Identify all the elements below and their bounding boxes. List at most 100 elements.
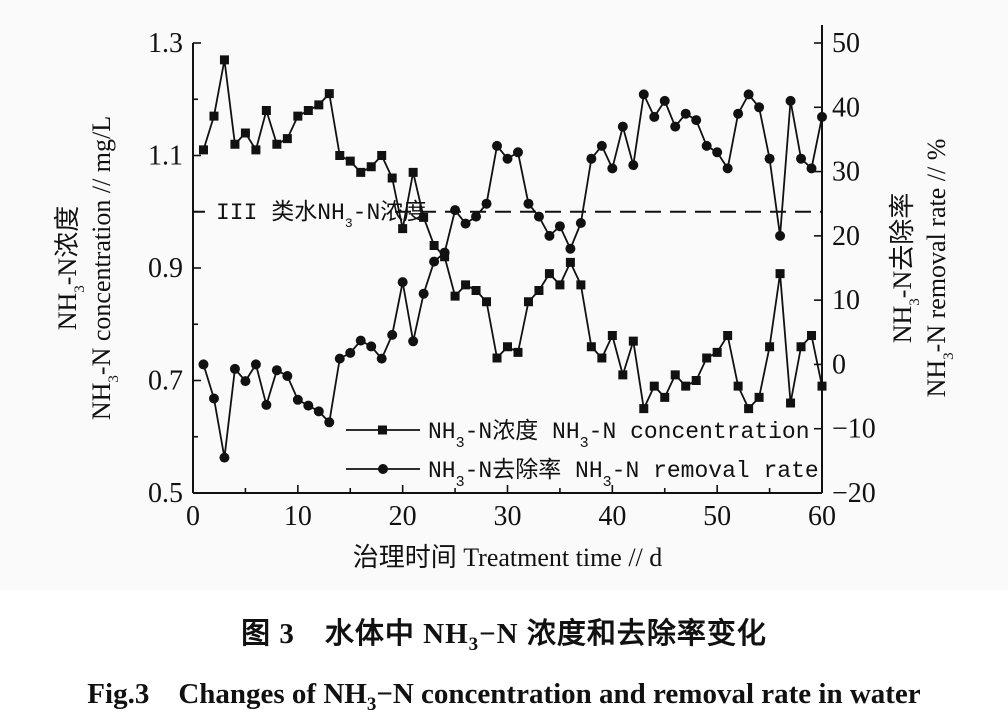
removal-rate-point (418, 288, 429, 299)
concentration-point (198, 145, 208, 155)
concentration-point (356, 167, 366, 177)
removal-rate-point (775, 230, 786, 241)
removal-rate-point (764, 153, 775, 164)
removal-rate-point (229, 363, 240, 374)
figure-caption-zh: 图 3 水体中 NH3−N 浓度和去除率变化 (241, 618, 767, 655)
chart-svg: 0 10 20 30 40 50 60 0.5 0.7 0.9 1.1 1.3 −20 −10 0 10 20 3… (53, 25, 957, 572)
concentration-point (765, 342, 775, 352)
concentration-point (408, 167, 418, 177)
removal-rate-point (565, 243, 576, 254)
concentration-point (817, 381, 827, 391)
removal-rate-point (261, 399, 272, 410)
removal-rate-point (722, 163, 733, 174)
removal-rate-point (460, 218, 471, 229)
removal-rate-point (533, 211, 544, 222)
removal-rate-point (575, 218, 586, 228)
removal-rate-point (481, 198, 492, 209)
concentration-point (691, 376, 701, 385)
concentration-point (503, 342, 512, 352)
legend-marker-circle (378, 464, 388, 474)
concentration-point (796, 342, 806, 352)
removal-rate-point (586, 153, 597, 164)
concentration-point (775, 269, 785, 279)
concentration-point (544, 269, 554, 279)
left-y-tick-label: 0.7 (148, 366, 183, 397)
concentration-point (754, 392, 764, 402)
concentration-point (607, 331, 617, 340)
concentration-point (555, 280, 565, 290)
removal-rate-point (743, 89, 754, 100)
x-tick-label: 10 (284, 501, 312, 532)
removal-rate-point (638, 89, 649, 100)
x-tick-label: 60 (808, 501, 836, 532)
concentration-point (398, 224, 408, 234)
concentration-point (660, 392, 670, 402)
removal-rate-point (250, 359, 261, 370)
right-y-tick-label: −10 (832, 414, 876, 445)
removal-rate-point (387, 329, 398, 340)
removal-rate-point (429, 256, 440, 267)
removal-rate-point (607, 163, 618, 174)
concentration-point (471, 286, 481, 295)
right-y-tick-label: −20 (832, 478, 876, 509)
concentration-point (219, 55, 229, 65)
removal-rate-point (439, 247, 450, 258)
concentration-point (366, 162, 376, 172)
removal-rate-point (198, 359, 209, 370)
right-y-tick-label: 30 (832, 157, 860, 188)
x-tick-label: 20 (389, 501, 417, 532)
concentration-point (786, 398, 796, 408)
concentration-point (513, 347, 523, 357)
concentration-point (230, 139, 240, 149)
concentration-point (733, 381, 743, 391)
concentration-point (628, 336, 638, 346)
concentration-point (482, 297, 492, 307)
removal-rate-point (240, 376, 251, 387)
reference-line-label: III 类水NH3-N浓度 (216, 199, 426, 231)
removal-rate-point (313, 406, 324, 417)
removal-rate-point (691, 115, 702, 126)
removal-rate-point (512, 147, 523, 158)
right-y-tick-label: 10 (832, 285, 860, 316)
removal-rate-point (701, 140, 712, 151)
chart-area: 0 10 20 30 40 50 60 0.5 0.7 0.9 1.1 1.3 −20 −10 0 10 20 3… (53, 25, 957, 572)
concentration-point (419, 212, 429, 222)
x-tick-label: 50 (703, 501, 731, 532)
concentration-point (209, 111, 219, 121)
concentration-point (712, 347, 722, 357)
removal-rate-point (208, 393, 219, 404)
concentration-point (565, 257, 575, 267)
left-y-tick-label: 1.1 (148, 141, 183, 172)
concentration-point (670, 370, 680, 380)
right-y-axis-label-en: NH3-N removal rate // % (922, 139, 957, 398)
x-tick-label: 40 (598, 501, 626, 532)
right-y-tick-label: 50 (832, 28, 860, 59)
removal-rate-point (334, 353, 345, 364)
removal-rate-point (817, 111, 827, 122)
legend-label-1: NH3-N去除率 NH3-N removal rate (428, 457, 819, 491)
removal-rate-point (523, 198, 534, 209)
concentration-point (523, 297, 533, 307)
removal-rate-point (544, 230, 555, 241)
removal-rate-point (324, 417, 335, 428)
concentration-point (597, 353, 607, 363)
legend-label-0: NH3-N浓度 NH3-N concentration (428, 418, 810, 452)
concentration-point (324, 89, 334, 99)
concentration-point (303, 106, 313, 115)
removal-rate-point (670, 121, 681, 132)
removal-rate-point (345, 347, 356, 358)
concentration-point (240, 128, 250, 138)
concentration-point (744, 404, 754, 414)
removal-rate-point (450, 205, 461, 216)
removal-rate-point (806, 163, 817, 174)
concentration-point (429, 241, 439, 250)
concentration-point (639, 404, 649, 414)
removal-rate-point (408, 336, 419, 347)
removal-rate-point (219, 452, 230, 463)
removal-rate-point (680, 108, 691, 119)
x-tick-label: 0 (186, 501, 200, 532)
left-y-tick-label: 0.9 (148, 253, 183, 284)
concentration-point (702, 353, 712, 363)
concentration-point (377, 151, 387, 160)
